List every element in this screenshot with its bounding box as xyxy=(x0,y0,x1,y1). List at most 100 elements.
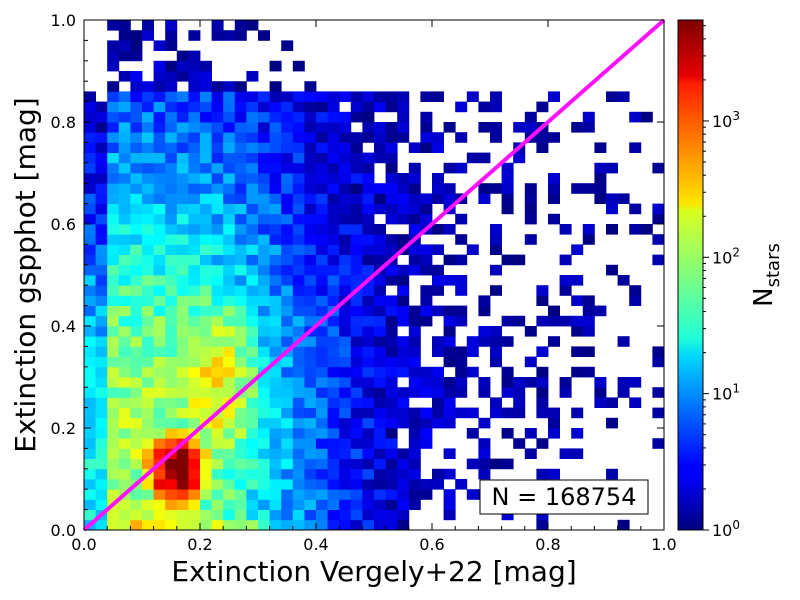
heatmap-cell xyxy=(269,244,282,255)
heatmap-cell xyxy=(385,499,398,510)
heatmap-cell xyxy=(246,244,259,255)
heatmap-cell xyxy=(385,336,398,347)
heatmap-cell xyxy=(501,509,514,521)
heatmap-cell xyxy=(258,387,270,398)
heatmap-cell xyxy=(84,193,96,204)
heatmap-cell xyxy=(281,366,294,378)
heatmap-cell xyxy=(281,122,294,133)
heatmap-cell xyxy=(84,285,96,296)
heatmap-cell xyxy=(234,203,247,215)
heatmap-cell xyxy=(281,387,294,398)
heatmap-cell xyxy=(374,101,386,113)
heatmap-cell xyxy=(118,428,131,439)
heatmap-cell xyxy=(269,101,282,113)
heatmap-cell xyxy=(188,193,201,204)
heatmap-cell xyxy=(490,346,502,357)
y-tick-label: 0.0 xyxy=(51,521,76,540)
heatmap-cell xyxy=(118,285,131,296)
colorbar-tick-label: 102 xyxy=(712,245,740,267)
heatmap-cell xyxy=(350,489,363,500)
heatmap-cell xyxy=(594,183,607,194)
heatmap-cell xyxy=(211,244,224,255)
heatmap-cell xyxy=(95,315,108,327)
heatmap-cell xyxy=(571,295,584,306)
heatmap-cell xyxy=(165,336,178,347)
heatmap-cell xyxy=(153,173,166,184)
heatmap-cell xyxy=(501,336,514,347)
heatmap-cell xyxy=(188,50,201,62)
heatmap-cell xyxy=(281,305,294,317)
heatmap-cell xyxy=(374,479,386,490)
heatmap-cell xyxy=(269,122,282,133)
heatmap-cell xyxy=(292,60,305,72)
heatmap-cell xyxy=(269,60,282,72)
heatmap-cell xyxy=(176,285,189,296)
heatmap-cell xyxy=(594,193,607,204)
heatmap-cell xyxy=(490,244,502,255)
heatmap-cell xyxy=(397,285,410,296)
heatmap-cell xyxy=(234,305,247,317)
heatmap-cell xyxy=(84,295,96,306)
heatmap-cell xyxy=(211,305,224,317)
heatmap-cell xyxy=(408,489,421,500)
heatmap-cell xyxy=(304,407,317,419)
heatmap-cell xyxy=(223,305,236,317)
heatmap-cell xyxy=(374,224,386,235)
heatmap-cell xyxy=(258,448,270,459)
heatmap-cell xyxy=(327,397,340,408)
heatmap-cell xyxy=(292,438,305,449)
heatmap-cell xyxy=(130,275,143,286)
heatmap-cell xyxy=(118,71,131,82)
heatmap-cell xyxy=(142,132,154,143)
heatmap-cell xyxy=(362,407,375,419)
heatmap-cell xyxy=(478,295,491,306)
heatmap-cell xyxy=(304,377,317,388)
heatmap-cell xyxy=(176,111,189,123)
heatmap-cell xyxy=(350,173,363,184)
heatmap-cell xyxy=(153,407,166,419)
heatmap-cell xyxy=(130,366,143,378)
heatmap-cell xyxy=(316,489,328,500)
heatmap-cell xyxy=(84,305,96,317)
heatmap-cell xyxy=(281,162,294,174)
y-axis: 0.00.20.40.60.81.0 xyxy=(51,11,664,540)
heatmap-cell xyxy=(176,366,189,378)
heatmap-cell xyxy=(95,417,108,429)
heatmap-cell xyxy=(223,326,236,337)
heatmap-cell xyxy=(350,295,363,306)
heatmap-cell xyxy=(548,193,560,204)
heatmap-cell xyxy=(350,224,363,235)
heatmap-cell xyxy=(211,101,224,113)
heatmap-cell xyxy=(118,183,131,194)
heatmap-cell xyxy=(292,203,305,215)
heatmap-cell xyxy=(188,285,201,296)
heatmap-cell xyxy=(281,101,294,113)
heatmap-cell xyxy=(95,428,108,439)
colorbar-label-sub: stars xyxy=(763,243,784,287)
heatmap-cell xyxy=(95,213,108,225)
heatmap-cell xyxy=(443,509,456,521)
heatmap-cell xyxy=(188,326,201,337)
heatmap-cell xyxy=(258,407,270,419)
heatmap-cell xyxy=(397,519,410,531)
heatmap-cell xyxy=(153,142,166,153)
heatmap-cell xyxy=(118,499,131,510)
heatmap-cell xyxy=(223,377,236,388)
heatmap-cell xyxy=(281,152,294,164)
heatmap-cell xyxy=(362,417,375,429)
heatmap-cell xyxy=(408,428,421,439)
heatmap-cell xyxy=(200,387,212,398)
heatmap-cell xyxy=(269,315,282,327)
heatmap-cell xyxy=(95,224,108,235)
heatmap-cell xyxy=(432,264,444,276)
heatmap-cell xyxy=(258,397,270,408)
heatmap-cell xyxy=(374,305,386,317)
heatmap-cell xyxy=(246,275,259,286)
heatmap-cell xyxy=(118,407,131,419)
heatmap-cell xyxy=(246,519,259,531)
heatmap-cell xyxy=(362,448,375,459)
y-tick-label: 0.6 xyxy=(51,215,76,234)
heatmap-cell xyxy=(95,152,108,164)
heatmap-cell xyxy=(107,336,120,347)
heatmap-cell xyxy=(176,499,189,510)
